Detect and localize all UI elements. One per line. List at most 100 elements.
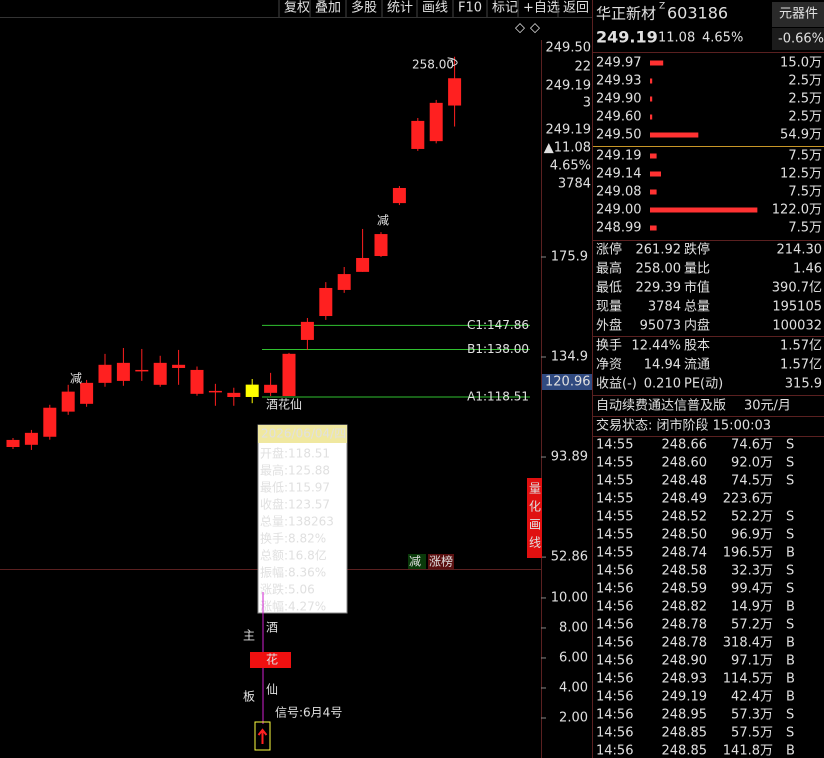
- volume-bar: [650, 171, 661, 177]
- toolbar-button[interactable]: 叠加: [315, 1, 341, 16]
- stat-label: 总量: [684, 300, 710, 315]
- book-price: 249.19: [596, 149, 642, 164]
- sector-box: [772, 28, 824, 50]
- tick-price: 248.93: [662, 672, 708, 687]
- ad-price[interactable]: 30元/月: [744, 399, 791, 414]
- candle-body: [208, 390, 222, 393]
- stat-label: 换手: [596, 339, 622, 354]
- tooltip: [257, 424, 348, 614]
- tick-price: 248.85: [662, 726, 708, 741]
- toolbar-button[interactable]: 标记: [492, 1, 518, 16]
- tick-side: S: [786, 582, 794, 597]
- toolbar-button[interactable]: 返回: [563, 1, 589, 16]
- y-tick-label: 134.9: [551, 350, 588, 365]
- side-info: 3: [583, 96, 591, 111]
- tooltip-row: 收盘:123.57: [260, 497, 330, 512]
- candle-body: [43, 407, 57, 437]
- cursor-box: [542, 374, 592, 390]
- tooltip-date: 2026/06/04/四: [261, 427, 346, 441]
- candle-body: [300, 321, 314, 340]
- tick-side: S: [786, 528, 794, 543]
- toolbar-button[interactable]: F10: [458, 1, 482, 16]
- book-volume: 7.5万: [788, 221, 822, 236]
- book-price: 249.08: [596, 185, 642, 200]
- side-info: 249.19: [546, 79, 592, 94]
- signal-box: [250, 652, 291, 668]
- book-volume: 15.0万: [780, 56, 822, 71]
- tick-time: 14:56: [596, 618, 633, 633]
- candle-body: [80, 382, 94, 404]
- tick-volume: 99.4万: [731, 582, 773, 597]
- book-volume: 54.9万: [780, 128, 822, 143]
- stat-value: 100032: [772, 319, 822, 334]
- stat-label: 涨停: [596, 242, 622, 258]
- toolbar-button[interactable]: 复权: [284, 0, 310, 16]
- book-price: 249.90: [596, 92, 642, 107]
- tag-label[interactable]: 涨榜: [429, 554, 453, 569]
- ad-text[interactable]: 自动续费通达信普及版: [596, 399, 726, 414]
- tag-box[interactable]: [408, 554, 426, 569]
- candle-body: [319, 287, 333, 317]
- quant-button[interactable]: [527, 478, 542, 558]
- tick-time: 14:56: [596, 582, 633, 597]
- stat-value: 214.30: [777, 243, 823, 258]
- tick-time: 14:56: [596, 690, 633, 705]
- tick-volume: 97.1万: [731, 654, 773, 669]
- tick-side: S: [786, 438, 794, 453]
- sector: 元器件: [779, 7, 818, 22]
- tick-price: 248.82: [662, 600, 708, 615]
- tick-price: 249.19: [662, 690, 708, 705]
- y-tick-label: 8.00: [559, 620, 588, 635]
- tick-price: 248.78: [662, 636, 708, 651]
- tick-side: S: [786, 456, 794, 471]
- candle-body: [227, 392, 241, 397]
- tick-side: B: [786, 744, 795, 758]
- tick-price: 248.49: [662, 492, 708, 507]
- candle-body: [190, 369, 204, 394]
- tick-time: 14:56: [596, 708, 633, 723]
- toolbar-button[interactable]: +自选: [523, 1, 560, 16]
- y-tick-label: 93.89: [551, 450, 588, 465]
- candle-body: [264, 384, 278, 393]
- side-info: 4.65%: [550, 159, 591, 174]
- tick-time: 14:56: [596, 600, 633, 615]
- stat-value: 0.210: [644, 377, 681, 392]
- candle-body: [282, 353, 296, 397]
- book-price: 249.60: [596, 110, 642, 125]
- book-volume: 12.5万: [780, 167, 822, 182]
- book-volume: 2.5万: [788, 92, 822, 107]
- tag-box[interactable]: [428, 554, 454, 569]
- tooltip-header: [258, 425, 347, 443]
- tick-side: B: [786, 672, 795, 687]
- tick-time: 14:56: [596, 726, 633, 741]
- stat-label: 流通: [684, 358, 710, 373]
- signal-text: 花: [266, 652, 278, 667]
- stat-value: 261.92: [636, 243, 682, 258]
- stat-label: 股本: [684, 339, 710, 354]
- volume-bar: [650, 132, 699, 138]
- tooltip-row: 振幅:8.36%: [260, 565, 326, 580]
- stat-value: 3784: [648, 300, 681, 315]
- quant-button-label[interactable]: 量化画线: [528, 482, 542, 554]
- toolbar-button[interactable]: 多股: [351, 0, 377, 16]
- tag-label[interactable]: 减: [409, 555, 421, 569]
- tick-side: S: [786, 708, 794, 723]
- volume-bar: [650, 78, 653, 84]
- toolbar-button[interactable]: 统计: [387, 1, 413, 16]
- y-tick-label: 175.9: [551, 250, 588, 265]
- tick-side: B: [786, 636, 795, 651]
- tick-time: 14:55: [596, 474, 633, 489]
- tick-price: 248.78: [662, 618, 708, 633]
- signal-text: 信号:6月4号: [275, 706, 342, 720]
- stat-label: PE(动): [684, 377, 723, 392]
- volume-bar: [650, 153, 657, 159]
- book-volume: 2.5万: [788, 74, 822, 89]
- tick-volume: 57.3万: [731, 708, 773, 723]
- sector-change: -0.66%: [778, 32, 824, 47]
- toolbar-button[interactable]: 画线: [422, 1, 448, 16]
- change-pct: 4.65%: [702, 31, 743, 46]
- tick-price: 248.66: [662, 438, 708, 453]
- candle-body: [245, 384, 259, 397]
- book-volume: 7.5万: [788, 185, 822, 200]
- level-label: A1:118.51: [467, 389, 529, 403]
